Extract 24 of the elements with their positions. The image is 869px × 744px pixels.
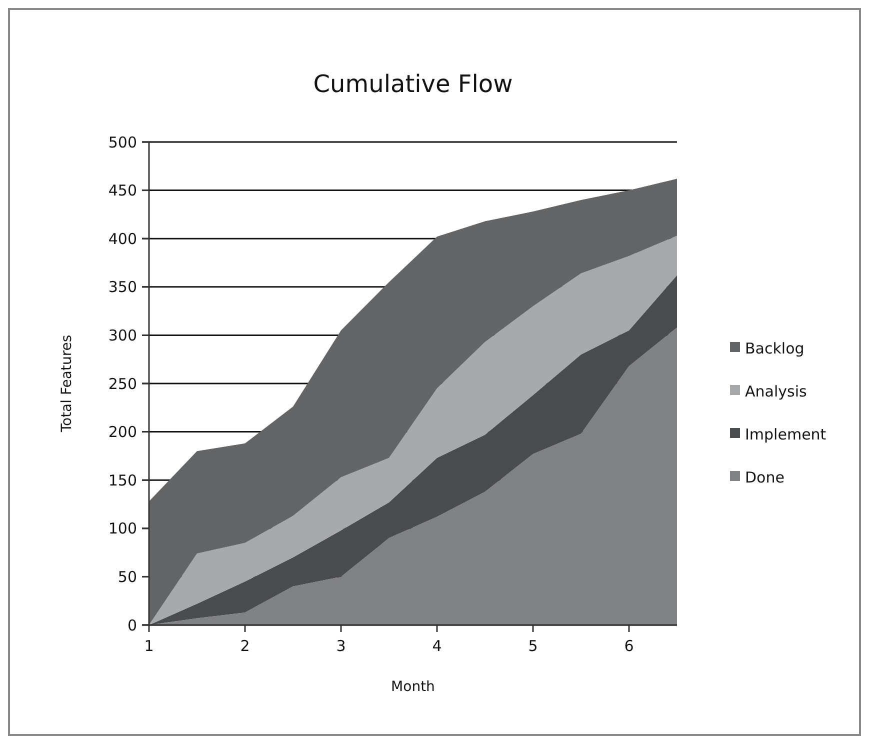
y-tick-label: 400 <box>108 230 137 248</box>
y-tick-label: 0 <box>127 616 137 634</box>
y-tick-label: 100 <box>108 520 137 538</box>
y-tick-label: 50 <box>118 568 137 586</box>
y-tick-label: 450 <box>108 182 137 200</box>
legend-label: Analysis <box>745 382 807 400</box>
legend-label: Implement <box>745 425 826 444</box>
chart-title: Cumulative Flow <box>313 70 513 98</box>
y-tick-label: 350 <box>108 278 137 296</box>
y-tick-label: 500 <box>108 133 137 152</box>
legend-label: Backlog <box>745 339 804 358</box>
x-tick-label: 5 <box>528 637 538 655</box>
legend-label: Done <box>745 468 784 486</box>
x-tick-label: 3 <box>336 637 346 655</box>
x-tick-label: 4 <box>432 637 442 655</box>
y-tick-label: 150 <box>108 471 137 490</box>
y-axis-title: Total Features <box>59 334 75 434</box>
x-tick-label: 6 <box>624 637 634 655</box>
x-tick-label: 1 <box>144 637 154 655</box>
x-tick-label: 2 <box>240 637 250 655</box>
x-axis-title: Month <box>391 679 435 695</box>
y-tick-label: 250 <box>108 374 137 393</box>
y-tick-label: 300 <box>108 326 137 344</box>
y-tick-label: 200 <box>108 423 137 442</box>
